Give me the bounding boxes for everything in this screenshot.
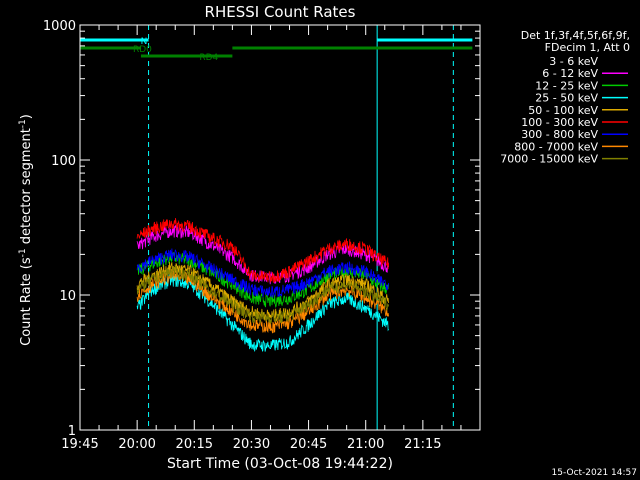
y-tick-label: 10 xyxy=(59,289,76,304)
y-axis-label-mid: detector segment xyxy=(19,128,34,248)
flag-label: N xyxy=(141,37,148,47)
legend-entry-label: 800 - 7000 keV xyxy=(514,140,598,153)
y-axis-label-main: Count Rate (s xyxy=(19,257,34,346)
y-axis-label-sup1: -1 xyxy=(18,248,28,257)
flag-label: RD0 xyxy=(133,45,152,55)
legend-entry-label: 50 - 100 keV xyxy=(528,104,598,117)
series-line xyxy=(136,248,389,298)
y-tick-label: 1000 xyxy=(43,19,76,34)
x-tick-label: 20:15 xyxy=(176,437,213,452)
legend-entry-label: 300 - 800 keV xyxy=(521,128,598,141)
y-tick-label: 1 xyxy=(68,424,76,439)
y-axis-label-sup2: -1 xyxy=(18,119,28,128)
x-tick-label: 21:15 xyxy=(404,437,441,452)
series-line xyxy=(136,264,389,325)
legend-entry-label: 7000 - 15000 keV xyxy=(500,153,598,166)
y-axis-label: Count Rate (s-1 detector segment-1) xyxy=(18,114,34,346)
legend: Det 1f,3f,4f,5f,6f,9f,FDecim 1, Att 03 -… xyxy=(500,29,630,166)
x-axis-label: Start Time (03-Oct-08 19:44:22) xyxy=(167,456,393,472)
legend-entry-label: 6 - 12 keV xyxy=(542,67,598,80)
series-line xyxy=(136,217,389,283)
legend-entry-label: 12 - 25 keV xyxy=(535,79,598,92)
y-axis-label-end: ) xyxy=(19,114,34,119)
legend-header: FDecim 1, Att 0 xyxy=(545,41,630,54)
legend-entry-label: 25 - 50 keV xyxy=(535,92,598,105)
x-tick-label: 21:00 xyxy=(347,437,384,452)
series-lines xyxy=(136,217,389,353)
flag-label: RD4 xyxy=(199,53,218,63)
chart-title: RHESSI Count Rates xyxy=(205,3,356,21)
timestamp: 15-Oct-2021 14:57 xyxy=(552,468,637,478)
legend-entry-label: 100 - 300 keV xyxy=(521,116,598,129)
x-tick-label: 20:45 xyxy=(290,437,327,452)
y-tick-label: 100 xyxy=(51,154,76,169)
legend-header: Det 1f,3f,4f,5f,6f,9f, xyxy=(521,29,630,42)
x-tick-label: 20:00 xyxy=(118,437,155,452)
legend-entry-label: 3 - 6 keV xyxy=(549,55,598,68)
series-line xyxy=(136,273,389,353)
x-tick-label: 19:45 xyxy=(61,437,98,452)
plot-frame xyxy=(79,24,481,431)
axes: 1 10 100 1000 19:45 20:00 20:15 20:30 20:45 21:00… xyxy=(43,19,481,452)
x-tick-label: 20:30 xyxy=(233,437,270,452)
